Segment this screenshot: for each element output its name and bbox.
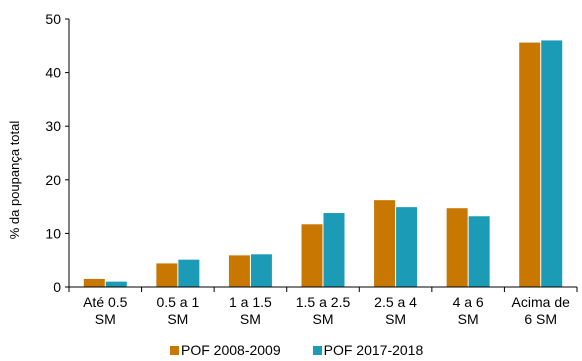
legend-item-2008: POF 2008-2009	[170, 342, 281, 358]
bars	[83, 40, 563, 287]
bar-pof-2017-2018	[396, 207, 418, 287]
legend-swatch-2008	[170, 345, 179, 355]
legend-label-2017: POF 2017-2018	[323, 342, 424, 358]
bar-pof-2008-2009	[446, 208, 468, 287]
bar-pof-2017-2018	[468, 216, 490, 287]
x-tick-label: 4 a 6 SM	[453, 294, 484, 327]
y-tick-label: 50	[45, 11, 61, 27]
x-tick-label: 1 a 1.5 SM	[229, 294, 272, 327]
x-tick-label: 0.5 a 1 SM	[156, 294, 199, 327]
bar-pof-2017-2018	[541, 40, 563, 287]
y-tick-label: 0	[53, 279, 61, 295]
bar-pof-2017-2018	[250, 254, 272, 287]
y-axis: 0 10 20 30 40 50	[45, 11, 70, 295]
bar-pof-2017-2018	[105, 281, 127, 287]
bar-pof-2008-2009	[301, 224, 323, 287]
bar-pof-2017-2018	[178, 259, 200, 287]
x-tick-label: Até 0.5 SM	[83, 294, 128, 327]
legend-swatch-2017	[312, 345, 322, 355]
x-axis: Até 0.5 SM 0.5 a 1 SM 1 a 1.5 SM 1.5 a 2.5 SM 2.…	[68, 286, 578, 327]
y-tick-label: 40	[45, 65, 61, 81]
bar-pof-2017-2018	[323, 213, 345, 287]
legend: POF 2008-2009 POF 2017-2018	[170, 342, 423, 358]
bar-pof-2008-2009	[156, 263, 178, 287]
y-axis-label: % da poupança total	[7, 121, 22, 240]
legend-item-2017: POF 2017-2018	[312, 342, 424, 358]
y-tick-label: 30	[45, 118, 61, 134]
y-tick-label: 10	[45, 225, 61, 241]
bar-pof-2008-2009	[83, 278, 105, 287]
legend-label-2008: POF 2008-2009	[181, 342, 281, 358]
x-tick-label: 1.5 a 2.5 SM	[296, 294, 351, 327]
bar-pof-2008-2009	[374, 200, 396, 287]
x-tick-label: 2.5 a 4 SM	[374, 294, 417, 327]
bar-pof-2008-2009	[228, 255, 250, 287]
x-tick-label: Acima de 6 SM	[512, 294, 571, 327]
y-tick-label: 20	[45, 172, 61, 188]
bar-pof-2008-2009	[519, 42, 541, 287]
